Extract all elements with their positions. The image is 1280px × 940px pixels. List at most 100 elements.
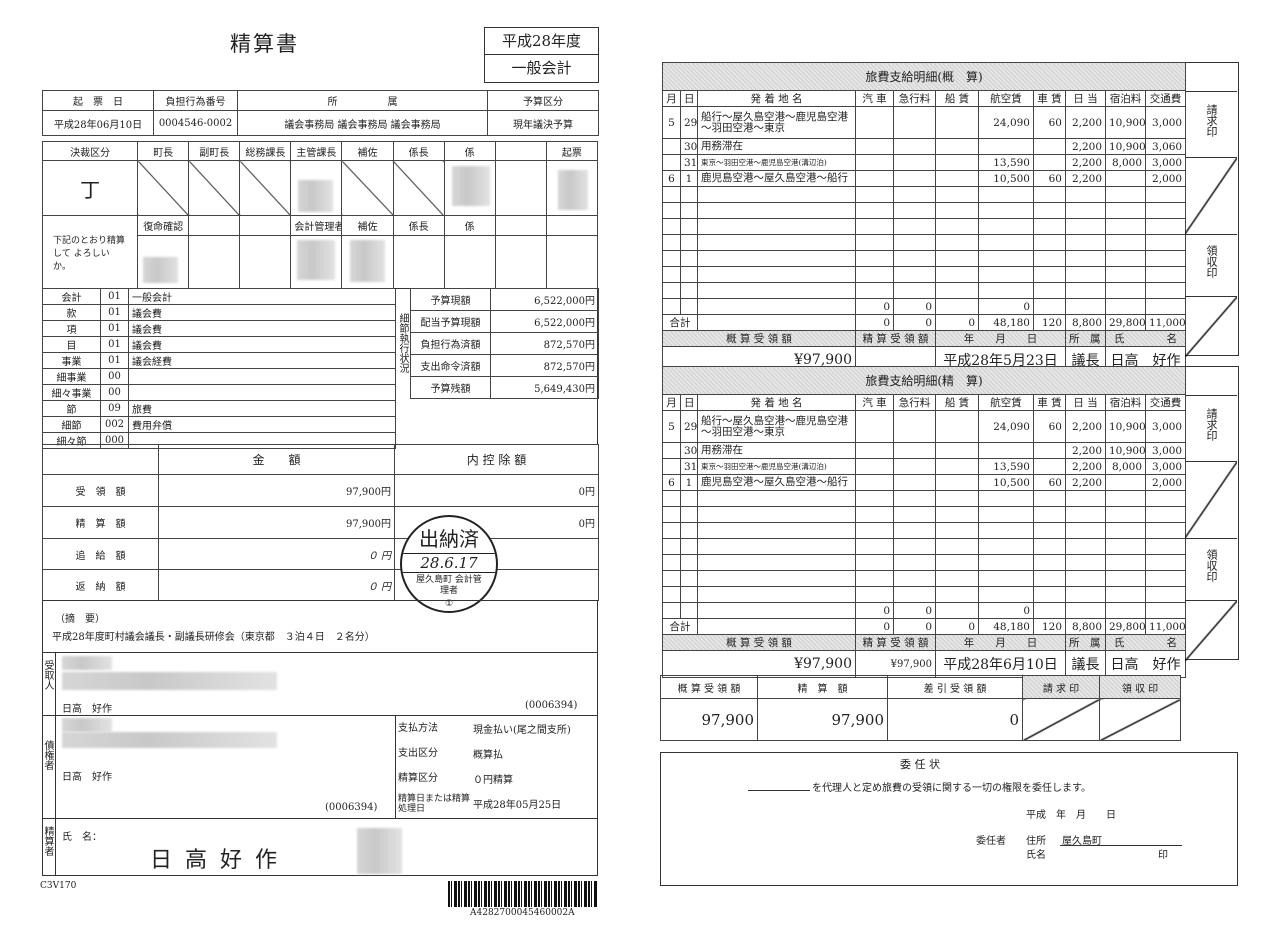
budget-code: 01 (100, 352, 129, 369)
travel-cell (1105, 522, 1146, 539)
travel-cell: 10,500 (978, 170, 1034, 187)
execution-label: 予算残額 (410, 376, 491, 399)
travel-cell (893, 474, 936, 491)
budget-code: 09 (100, 400, 129, 417)
travel-cell (1105, 570, 1146, 587)
travel-cell (662, 570, 681, 587)
travel-row (662, 570, 1187, 587)
approver-title: 起票 (545, 141, 599, 161)
travel-cell (1144, 506, 1187, 523)
budget-label: 目 (42, 336, 101, 353)
travel-cell (855, 234, 894, 251)
creditor-code: (0006394) (325, 802, 378, 813)
column-header: 日 当 (1065, 90, 1106, 107)
travel-cell (1065, 490, 1106, 507)
travel-cell: 5 (662, 410, 681, 443)
footer-label: 概 算 受 領 額 (662, 634, 856, 651)
approver-title (494, 141, 547, 161)
travel-row: 5 29 船行～屋久島空港～鹿児島空港～羽田空港～東京 24,090 60 2,200 10… (662, 106, 1187, 139)
travel-cell (1065, 186, 1106, 203)
budget-code: 01 (100, 320, 129, 337)
travel-cell: 2,200 (1065, 170, 1106, 187)
travel-cell (978, 586, 1034, 603)
budget-name: 議会費 (128, 320, 396, 337)
payment-label: 精算区分 (398, 772, 438, 784)
header-table: 起 票 日 負担行為番号 所 属 予算区分 平成28年06月10日 000454… (42, 90, 599, 136)
footer-label: 精 算 受 領 額 (855, 330, 936, 347)
creditor-label: 債権者 (42, 740, 53, 770)
travel-cell: 2,200 (1065, 154, 1106, 171)
travel-cell (1065, 298, 1106, 315)
travel-title-row: 旅費支給明細(概 算) (661, 62, 1187, 91)
travel-cell (680, 522, 698, 539)
settler-signature: 日 高 好 作 (150, 848, 280, 873)
route-cell (697, 490, 856, 507)
settled-amount: 97,900 (757, 698, 888, 741)
travel-cell (1105, 538, 1146, 555)
seal-mark: 印 (1158, 850, 1168, 861)
budget-category: 現年議決予算 (487, 110, 599, 136)
footer-value: 議長 (1065, 650, 1106, 678)
seal-cell (239, 160, 292, 216)
travel-cell: 30 (680, 138, 698, 155)
travel-cell (680, 298, 698, 315)
travel-cell (978, 250, 1034, 267)
payment-label: 精算日または精算処理日 (398, 793, 471, 814)
travel-cell: 3,000 (1144, 442, 1187, 459)
column-header: 宿泊料 (1105, 90, 1146, 107)
approval-sub-header-row: 下記のとおり精算して よろしいか。 復命確認 会計管理者 補佐 係長係 (41, 215, 599, 289)
budget-name: 一般会計 (128, 288, 396, 305)
stamp-bottom: 屋久島町 会計管理者 (416, 575, 482, 596)
route-cell: 用務滞在 (697, 138, 856, 155)
travel-cell (1105, 602, 1146, 619)
name-label: 氏名 (1026, 850, 1046, 861)
route-cell (697, 586, 856, 603)
travel-cell: 1 (680, 474, 698, 491)
total-cell: 29,800 (1105, 618, 1146, 635)
travel-cell (893, 522, 936, 539)
travel-cell (855, 170, 894, 187)
budget-label: 節 (42, 400, 101, 417)
column-header: 船 賃 (935, 394, 979, 411)
travel-cell (680, 266, 698, 283)
travel-row (662, 266, 1187, 283)
travel-cell (935, 442, 979, 459)
travel-cell (893, 186, 936, 203)
travel-cell (1033, 186, 1066, 203)
travel-cell (1105, 554, 1146, 571)
approver-title: 係 (443, 141, 496, 161)
column-header: 日 (680, 394, 698, 411)
payment-row: 精算日または精算処理日 平成28年05月25日 (398, 791, 598, 816)
travel-cell (1065, 218, 1106, 235)
stamp-number: ① (444, 599, 454, 609)
travel-cell (978, 490, 1034, 507)
travel-cell (893, 586, 936, 603)
travel-cell (855, 410, 894, 443)
travel-cell (978, 282, 1034, 299)
budget-code: 01 (100, 336, 129, 353)
travel-cell (935, 218, 979, 235)
travel-cell (893, 106, 936, 139)
budget-row: 目 01 議会費 (42, 336, 396, 353)
summary-section (42, 600, 598, 876)
travel-cell (855, 586, 894, 603)
travel-row: 5 29 船行～屋久島空港～鹿児島空港～羽田空港～東京 24,090 60 2,200 10… (662, 410, 1187, 443)
seal-cell (341, 160, 394, 216)
travel-cell: 0 (893, 298, 936, 315)
travel-cell (662, 602, 681, 619)
approver-title: 主管課長 (290, 141, 343, 161)
travel-cell (935, 474, 979, 491)
travel-cell: 31 (680, 458, 698, 475)
route-cell (697, 282, 856, 299)
travel-cell (893, 490, 936, 507)
travel-row (662, 586, 1187, 603)
summary-label: 差 引 受 領 額 (887, 675, 1023, 699)
travel-cell (893, 218, 936, 235)
travel-cell (1065, 250, 1106, 267)
travel-cell (1144, 282, 1187, 299)
request-stamp-label: 請求印 (1205, 408, 1218, 441)
travel-cell (680, 586, 698, 603)
travel-cell (1144, 266, 1187, 283)
